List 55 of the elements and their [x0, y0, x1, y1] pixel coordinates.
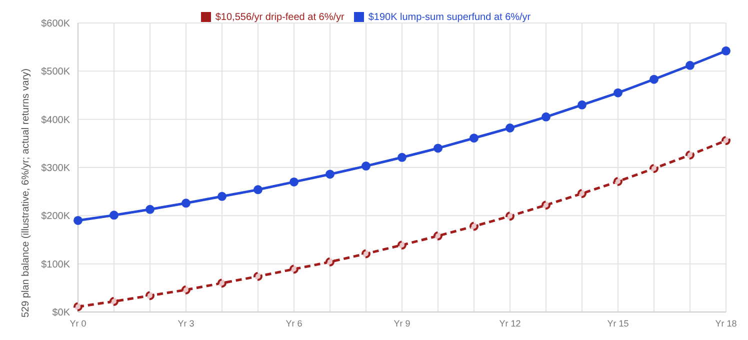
x-tick-label: Yr 18	[715, 318, 737, 328]
point	[254, 185, 262, 194]
point	[326, 257, 334, 266]
legend-label: $190K lump-sum superfund at 6%/yr	[368, 12, 531, 23]
point	[578, 189, 586, 198]
point	[254, 272, 262, 281]
point	[110, 296, 118, 306]
point	[614, 88, 622, 98]
point	[434, 231, 442, 240]
point	[470, 134, 478, 143]
y-tick-label: $400K	[41, 114, 70, 126]
legend-label: $10,556/yr drip-feed at 6%/yr	[215, 12, 344, 23]
point	[434, 144, 442, 153]
y-tick-label: $0K	[52, 308, 70, 319]
point	[290, 264, 298, 274]
y-tick-label: $500K	[41, 66, 70, 78]
point	[542, 200, 550, 210]
point	[650, 164, 658, 173]
x-tick-label: Yr 12	[499, 318, 521, 328]
point	[686, 150, 694, 160]
y-tick-label: $600K	[41, 18, 70, 30]
point	[326, 170, 334, 179]
point	[686, 60, 694, 70]
point	[74, 216, 82, 225]
point	[506, 124, 514, 133]
point	[110, 210, 118, 220]
point	[362, 162, 370, 171]
point	[722, 136, 730, 146]
point	[398, 152, 406, 162]
point	[146, 204, 154, 214]
point	[470, 222, 478, 231]
y-tick-label: $100K	[41, 259, 70, 270]
y-tick-label: $300K	[41, 163, 70, 174]
y-axis-title: 529 plan balance (illustrative, 6%/yr; actual returns vary)	[20, 68, 32, 318]
point	[218, 278, 226, 288]
point	[146, 291, 154, 300]
x-tick-label: Yr 15	[607, 318, 629, 328]
point	[290, 177, 298, 186]
point	[182, 285, 190, 294]
x-tick-label: Yr 9	[394, 318, 410, 328]
y-tick-label: $200K	[41, 211, 70, 222]
point	[182, 198, 190, 208]
point	[722, 46, 730, 56]
point	[218, 192, 226, 201]
point	[398, 240, 406, 250]
point	[362, 249, 370, 258]
x-tick-label: Yr 6	[286, 318, 302, 328]
point	[74, 302, 82, 312]
x-tick-label: Yr 3	[178, 318, 194, 328]
x-tick-label: Yr 0	[70, 318, 86, 328]
point	[650, 74, 658, 84]
point	[542, 112, 550, 122]
point	[578, 100, 586, 110]
point	[614, 176, 622, 186]
point	[506, 212, 514, 221]
